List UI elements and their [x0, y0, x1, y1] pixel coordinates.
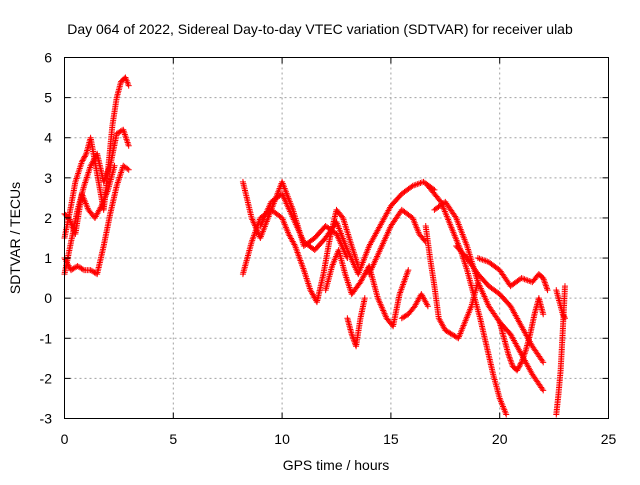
y-axis-label: SDTVAR / TECUs — [7, 182, 23, 294]
chart-title: Day 064 of 2022, Sidereal Day-to-day VTE… — [67, 21, 573, 37]
series-t9 — [344, 295, 368, 350]
x-tick-label: 10 — [274, 431, 290, 447]
series-t19 — [553, 287, 568, 322]
series-t13 — [424, 182, 510, 418]
y-tick-label: -2 — [40, 370, 53, 386]
data-point — [80, 156, 87, 163]
data-point — [540, 359, 547, 366]
series-t10 — [366, 206, 429, 278]
series-t11 — [398, 291, 431, 322]
series-t17 — [496, 295, 547, 374]
data-point — [560, 312, 567, 319]
data-point — [539, 357, 546, 364]
y-tick-label: 1 — [44, 250, 52, 266]
data-point — [79, 157, 86, 164]
y-tick-label: 3 — [44, 170, 52, 186]
data-point — [559, 311, 566, 318]
data-point — [539, 385, 546, 392]
series-t3 — [61, 162, 132, 278]
data-point — [124, 165, 131, 172]
data-point — [561, 283, 568, 290]
x-tick-label: 15 — [383, 431, 399, 447]
y-tick-label: 0 — [44, 290, 52, 306]
data-point — [81, 154, 88, 161]
data-point — [82, 152, 89, 159]
data-point — [125, 142, 132, 149]
data-point — [540, 387, 547, 394]
data-point — [405, 267, 412, 274]
data-point — [81, 153, 88, 160]
plot-frame — [64, 57, 609, 419]
series-t12 — [422, 222, 481, 342]
y-tick-label: -3 — [40, 411, 53, 427]
data-point — [561, 313, 568, 320]
x-axis-label: GPS time / hours — [283, 457, 390, 473]
data-point — [514, 367, 521, 374]
x-tick-label: 20 — [492, 431, 508, 447]
data-point — [503, 411, 510, 418]
data-point — [424, 303, 431, 310]
data-point — [111, 162, 118, 169]
data-point — [516, 363, 523, 370]
data-point — [561, 315, 568, 322]
y-tick-label: 4 — [44, 130, 52, 146]
data-point — [544, 287, 551, 294]
data-point — [78, 158, 85, 165]
x-tick-label: 0 — [61, 431, 69, 447]
data-point — [79, 266, 86, 273]
series-t6 — [239, 206, 362, 306]
data-point — [125, 166, 132, 173]
y-tick-label: 2 — [44, 210, 52, 226]
data-point — [361, 295, 368, 302]
data-point — [125, 82, 132, 89]
data-point — [517, 362, 524, 369]
data-marks — [61, 74, 568, 418]
data-point — [452, 213, 459, 220]
series-t15 — [453, 243, 547, 366]
x-tick-label: 25 — [601, 431, 617, 447]
y-tick-label: 6 — [44, 50, 52, 66]
series-t8 — [322, 247, 412, 330]
y-tick-label: -1 — [40, 330, 53, 346]
data-point — [514, 366, 521, 373]
y-tick-label: 5 — [44, 90, 52, 106]
series-t4 — [61, 162, 118, 237]
series-t16 — [474, 255, 551, 294]
ticks-layer: 0 5 10 15 20 25 -3 -2 -1 0 1 2 3 4 5 6 — [40, 50, 617, 448]
data-point — [515, 364, 522, 371]
data-point — [540, 311, 547, 318]
data-point — [517, 360, 524, 367]
x-tick-label: 5 — [169, 431, 177, 447]
